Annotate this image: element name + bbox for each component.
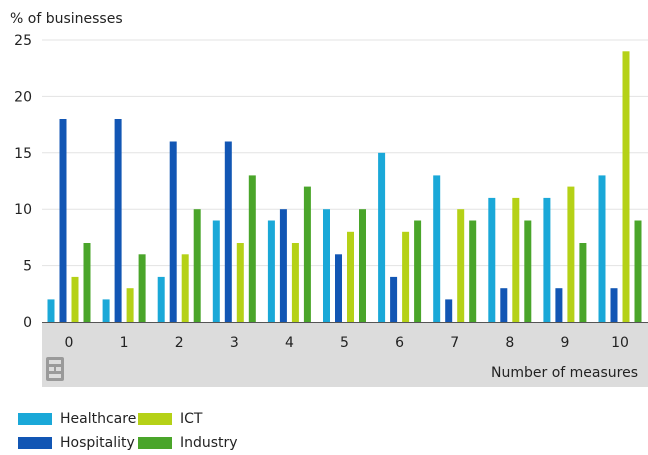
bar-ict-9 xyxy=(567,186,575,322)
bar-ict-6 xyxy=(402,231,410,322)
bar-hospitality-1 xyxy=(114,119,122,322)
bar-industry-8 xyxy=(524,220,532,322)
bar-ict-4 xyxy=(291,243,299,322)
bar-ict-10 xyxy=(622,51,630,323)
cbs-logo-icon xyxy=(46,357,64,381)
x-tick-label: 9 xyxy=(560,335,569,351)
bar-industry-1 xyxy=(138,254,146,322)
bars xyxy=(47,51,642,323)
y-tick-label: 5 xyxy=(23,259,32,275)
bar-hospitality-5 xyxy=(335,254,342,322)
bar-ict-3 xyxy=(236,243,244,322)
y-tick-label: 10 xyxy=(14,202,32,218)
y-tick-label: 15 xyxy=(14,146,32,162)
x-tick-label: 10 xyxy=(611,335,629,351)
legend-label-industry: Industry xyxy=(180,435,238,451)
x-tick-label: 5 xyxy=(340,335,349,351)
bar-ict-2 xyxy=(181,254,189,322)
x-tick-label: 6 xyxy=(395,335,404,351)
legend-row-1: Healthcare ICT xyxy=(18,407,248,431)
y-tick-label: 25 xyxy=(14,33,32,49)
bar-healthcare-5 xyxy=(323,209,330,322)
bar-industry-3 xyxy=(248,175,256,322)
bar-healthcare-7 xyxy=(433,175,441,322)
legend-item-hospitality: Hospitality xyxy=(18,435,138,451)
x-tick-labels: 0 1 2 3 4 5 6 7 8 9 10 xyxy=(65,335,629,351)
bar-industry-4 xyxy=(303,186,311,322)
legend-swatch-industry xyxy=(138,437,172,449)
bar-hospitality-8 xyxy=(500,288,508,322)
legend-label-hospitality: Hospitality xyxy=(60,435,135,451)
legend-swatch-healthcare xyxy=(18,413,52,425)
legend: Healthcare ICT Hospitality Industry xyxy=(18,407,248,455)
bar-industry-7 xyxy=(469,220,477,322)
bar-industry-9 xyxy=(579,243,587,322)
bar-healthcare-8 xyxy=(488,197,496,322)
legend-item-ict: ICT xyxy=(138,411,248,427)
x-tick-label: 2 xyxy=(175,335,184,351)
y-tick-label: 0 xyxy=(23,315,32,331)
bar-ict-1 xyxy=(126,288,134,322)
bar-healthcare-10 xyxy=(598,175,606,322)
bar-hospitality-3 xyxy=(224,141,232,322)
legend-item-industry: Industry xyxy=(138,435,248,451)
bar-healthcare-1 xyxy=(102,299,110,322)
bar-hospitality-7 xyxy=(445,299,453,322)
bar-healthcare-6 xyxy=(378,152,386,322)
legend-item-healthcare: Healthcare xyxy=(18,411,138,427)
bar-industry-2 xyxy=(193,209,201,322)
bar-industry-5 xyxy=(359,209,366,322)
grid-lines xyxy=(42,39,648,267)
bar-ict-5 xyxy=(347,231,354,322)
x-tick-label: 7 xyxy=(450,335,459,351)
x-tick-label: 0 xyxy=(65,335,74,351)
bar-industry-6 xyxy=(414,220,422,322)
bar-healthcare-2 xyxy=(157,276,165,322)
bar-hospitality-0 xyxy=(59,119,67,322)
x-tick-label: 4 xyxy=(285,335,294,351)
bar-healthcare-4 xyxy=(267,220,275,322)
bar-industry-0 xyxy=(83,243,91,322)
bar-healthcare-3 xyxy=(212,220,220,322)
legend-label-healthcare: Healthcare xyxy=(60,411,137,427)
bar-hospitality-10 xyxy=(610,288,618,322)
legend-swatch-hospitality xyxy=(18,437,52,449)
x-axis-band xyxy=(42,323,648,387)
x-tick-label: 1 xyxy=(120,335,129,351)
bar-hospitality-6 xyxy=(390,276,398,322)
y-axis-title: % of businesses xyxy=(10,11,123,27)
bar-hospitality-9 xyxy=(555,288,563,322)
legend-label-ict: ICT xyxy=(180,411,203,427)
bar-healthcare-9 xyxy=(543,197,551,322)
bar-ict-0 xyxy=(71,276,79,322)
y-tick-label: 20 xyxy=(14,89,32,105)
x-axis-title: Number of measures xyxy=(491,365,638,381)
legend-row-2: Hospitality Industry xyxy=(18,431,248,455)
bar-ict-7 xyxy=(457,209,465,322)
x-tick-label: 8 xyxy=(505,335,514,351)
bar-industry-10 xyxy=(634,220,642,322)
y-tick-labels: 0 5 10 15 20 25 xyxy=(14,33,32,331)
bar-hospitality-4 xyxy=(279,209,287,322)
legend-swatch-ict xyxy=(138,413,172,425)
bar-ict-8 xyxy=(512,197,520,322)
bar-hospitality-2 xyxy=(169,141,177,322)
bar-healthcare-0 xyxy=(47,299,55,322)
x-tick-label: 3 xyxy=(230,335,239,351)
